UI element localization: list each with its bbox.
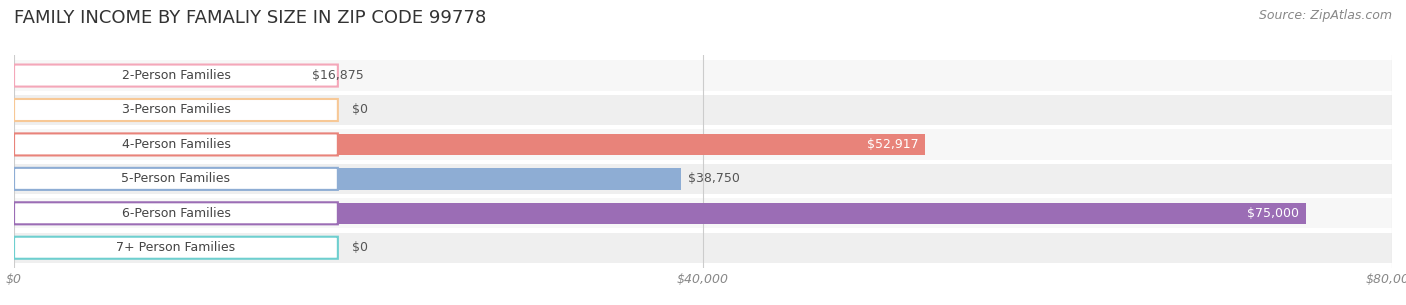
Bar	[14, 60, 1392, 91]
Text: 4-Person Families: 4-Person Families	[121, 138, 231, 151]
Text: Source: ZipAtlas.com: Source: ZipAtlas.com	[1258, 9, 1392, 22]
Bar	[14, 203, 1306, 224]
FancyBboxPatch shape	[14, 168, 337, 190]
Bar	[14, 95, 1392, 125]
Bar	[14, 233, 1392, 263]
Text: FAMILY INCOME BY FAMALIY SIZE IN ZIP CODE 99778: FAMILY INCOME BY FAMALIY SIZE IN ZIP COD…	[14, 9, 486, 27]
FancyBboxPatch shape	[14, 202, 337, 224]
Text: $75,000: $75,000	[1247, 207, 1299, 220]
Text: $0: $0	[352, 103, 367, 117]
Text: 2-Person Families: 2-Person Families	[121, 69, 231, 82]
Bar	[14, 65, 305, 86]
Bar	[14, 134, 925, 155]
Bar	[14, 198, 1392, 228]
Text: 6-Person Families: 6-Person Families	[121, 207, 231, 220]
FancyBboxPatch shape	[14, 237, 337, 259]
Text: $38,750: $38,750	[689, 172, 740, 185]
FancyBboxPatch shape	[14, 133, 337, 156]
Bar	[14, 168, 682, 189]
Text: 5-Person Families: 5-Person Families	[121, 172, 231, 185]
FancyBboxPatch shape	[14, 99, 337, 121]
Text: 3-Person Families: 3-Person Families	[121, 103, 231, 117]
Text: 7+ Person Families: 7+ Person Families	[117, 241, 236, 254]
Text: $52,917: $52,917	[868, 138, 918, 151]
Text: $16,875: $16,875	[312, 69, 363, 82]
Bar	[14, 129, 1392, 160]
Bar	[14, 164, 1392, 194]
Text: $0: $0	[352, 241, 367, 254]
FancyBboxPatch shape	[14, 65, 337, 87]
